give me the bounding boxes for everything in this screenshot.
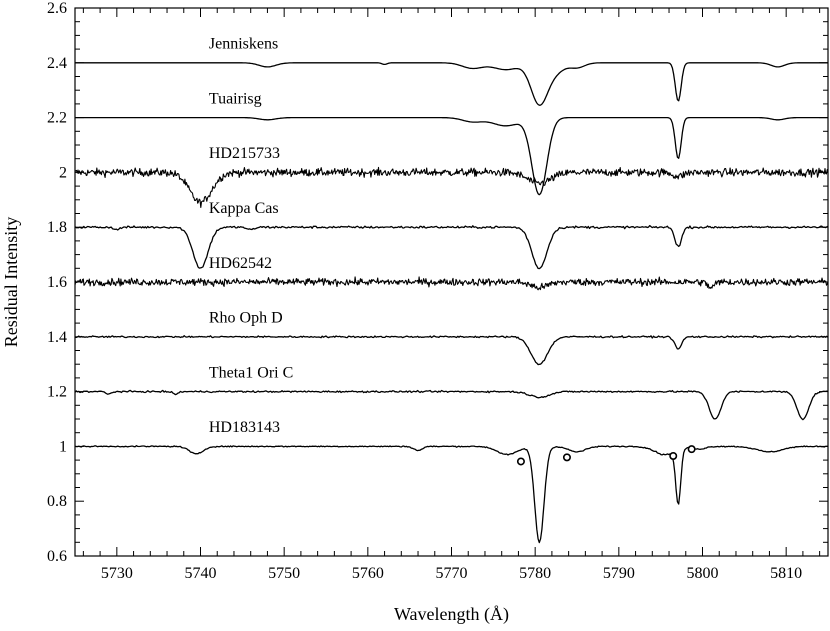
series-line-hd62542 xyxy=(74,276,829,291)
marker-point xyxy=(669,451,678,460)
series-line-kappa-cas xyxy=(74,224,829,270)
series-lines xyxy=(74,62,829,544)
marker-point xyxy=(562,453,571,462)
x-tick-label: 5750 xyxy=(268,565,300,582)
y-tick-label: 0.6 xyxy=(47,548,67,565)
series-line-hd215733 xyxy=(74,166,829,208)
axis-ticks xyxy=(75,7,828,557)
series-label: Kappa Cas xyxy=(209,200,279,217)
y-tick-label: 1.2 xyxy=(47,384,67,401)
marker-point xyxy=(687,445,696,454)
y-tick-label: 1.4 xyxy=(47,329,67,346)
y-tick-label: 1 xyxy=(59,438,67,455)
x-tick-label: 5760 xyxy=(352,565,384,582)
y-tick-labels: 0.6 0.8 1 1.2 1.4 1.6 1.8 2 2.2 2.4 2.6 xyxy=(47,0,67,565)
y-tick-label: 2.6 xyxy=(47,0,67,17)
y-tick-label: 1.8 xyxy=(47,219,67,236)
y-tick-label: 1.6 xyxy=(47,274,67,291)
x-tick-label: 5770 xyxy=(436,565,468,582)
series-line-jenniskens xyxy=(75,62,828,106)
x-tick-label: 5730 xyxy=(101,565,133,582)
marker-points xyxy=(516,445,696,466)
y-tick-label: 0.8 xyxy=(47,493,67,510)
x-tick-labels: 5730 5740 5750 5760 5770 5780 5790 5800 5810 xyxy=(101,565,802,582)
x-tick-label: 5780 xyxy=(519,565,551,582)
y-tick-label: 2.4 xyxy=(47,55,67,72)
series-label: Theta1 Ori C xyxy=(209,364,293,381)
series-label: HD215733 xyxy=(209,145,280,162)
series-line-hd183143 xyxy=(74,445,829,544)
x-tick-label: 5740 xyxy=(185,565,217,582)
x-tick-label: 5800 xyxy=(687,565,719,582)
series-line-theta1-ori-c xyxy=(74,389,829,421)
series-line-rho-oph-d xyxy=(75,335,829,366)
y-tick-label: 2 xyxy=(59,164,67,181)
series-label: Jenniskens xyxy=(209,36,278,53)
x-axis-label: Wavelength (Å) xyxy=(394,604,509,625)
x-tick-label: 5790 xyxy=(603,565,635,582)
x-tick-label: 5810 xyxy=(770,565,802,582)
series-label: HD183143 xyxy=(209,419,280,436)
series-label: Tuairisg xyxy=(209,90,262,107)
series-label: HD62542 xyxy=(209,255,272,272)
y-axis-label: Residual Intensity xyxy=(1,217,21,347)
series-line-tuairisg xyxy=(75,116,828,196)
marker-point xyxy=(516,457,525,466)
series-label: Rho Oph D xyxy=(209,310,283,327)
y-tick-label: 2.2 xyxy=(47,110,67,127)
series-labels: Jenniskens Tuairisg HD215733 Kappa Cas HD625… xyxy=(209,36,293,437)
